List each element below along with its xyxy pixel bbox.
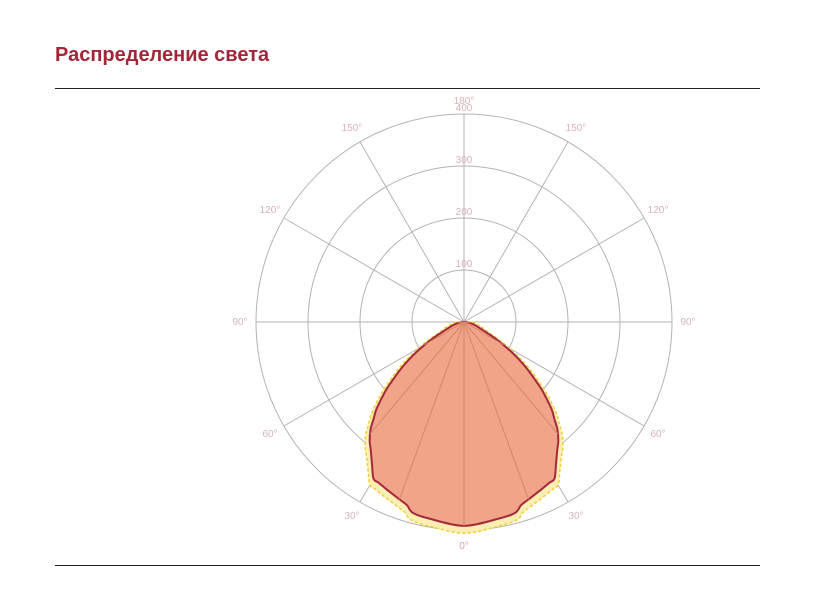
svg-text:60°: 60°	[262, 429, 277, 440]
svg-text:30°: 30°	[344, 511, 359, 522]
svg-text:200: 200	[456, 207, 473, 218]
svg-text:90°: 90°	[232, 317, 247, 328]
svg-text:100: 100	[456, 259, 473, 270]
svg-text:120°: 120°	[260, 205, 281, 216]
svg-text:0°: 0°	[459, 541, 469, 552]
svg-text:180°: 180°	[454, 96, 475, 107]
svg-text:90°: 90°	[680, 317, 695, 328]
svg-text:60°: 60°	[650, 429, 665, 440]
svg-text:120°: 120°	[648, 205, 669, 216]
svg-text:30°: 30°	[568, 511, 583, 522]
svg-text:150°: 150°	[566, 123, 587, 134]
svg-text:150°: 150°	[342, 123, 363, 134]
svg-text:300: 300	[456, 155, 473, 166]
